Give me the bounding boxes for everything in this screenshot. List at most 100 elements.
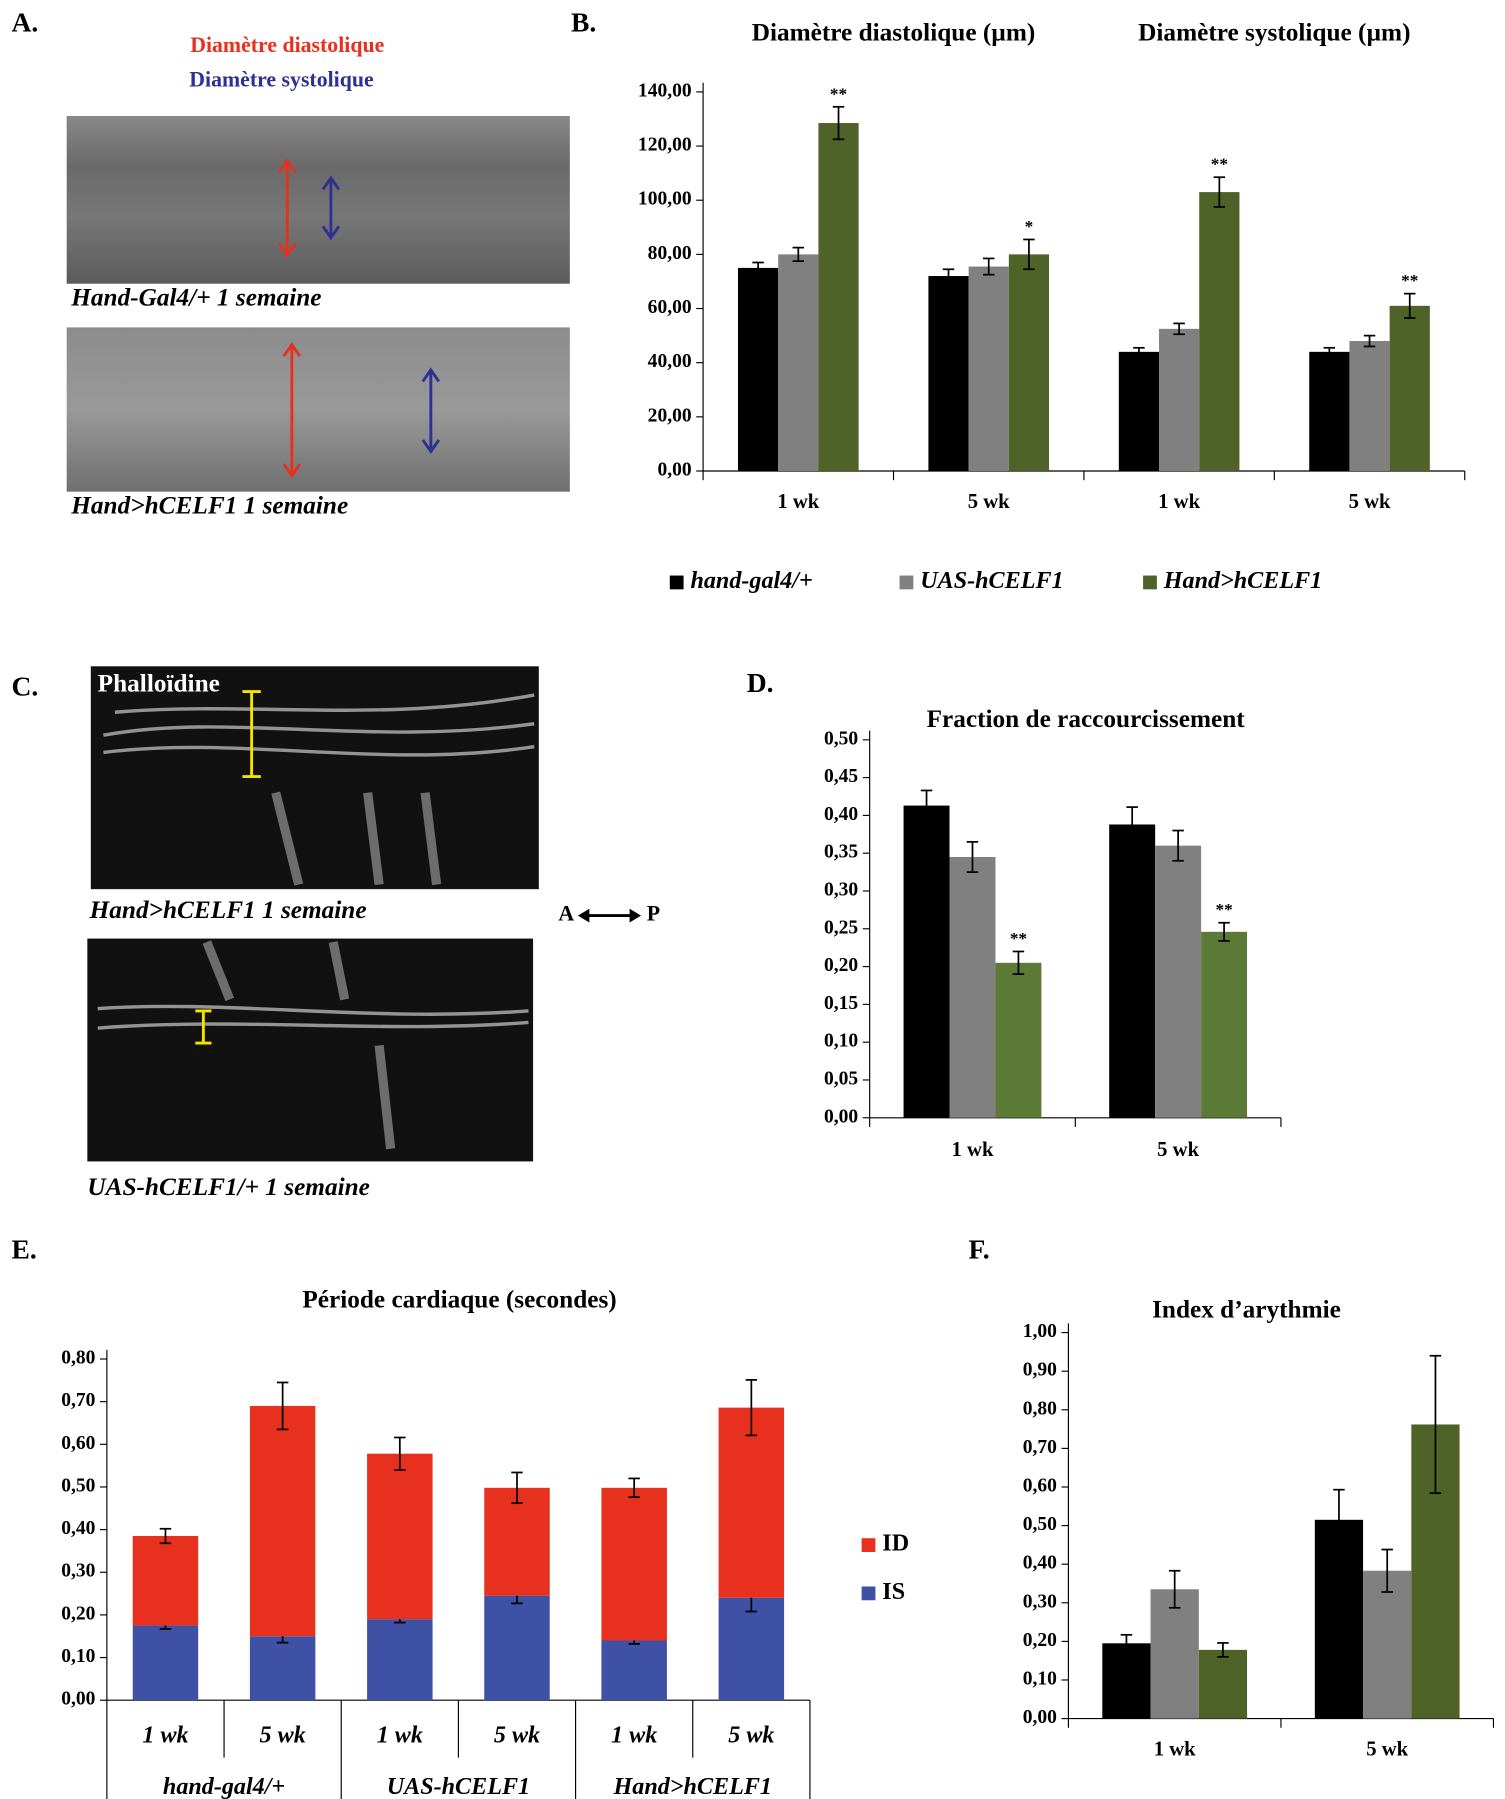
x-tick-label: 1 wk	[1154, 1739, 1196, 1761]
y-tick-label: 0,50	[1023, 1514, 1057, 1535]
y-tick-label: 0,45	[824, 766, 858, 787]
bar	[1155, 845, 1202, 1118]
y-tick-label: 0,10	[61, 1646, 95, 1667]
bar	[1389, 305, 1430, 472]
y-tick-label: 0,20	[61, 1603, 95, 1624]
panel-label: D.	[747, 667, 774, 698]
axis-label: P	[647, 902, 660, 926]
y-tick-label: 0,25	[824, 917, 858, 938]
legend-label: Diamètre diastolique	[190, 33, 384, 57]
bar	[737, 267, 779, 472]
image-caption: UAS-hCELF1/+ 1 semaine	[87, 1173, 370, 1201]
bar	[995, 962, 1042, 1118]
chart-title: Période cardiaque (secondes)	[302, 1285, 616, 1313]
y-tick-label: 60,00	[648, 297, 692, 318]
bar-segment	[484, 1595, 550, 1701]
bar	[1363, 1570, 1412, 1719]
measure-bar	[195, 690, 261, 1045]
bar-segment	[718, 1407, 785, 1598]
bar-segment	[249, 1636, 316, 1701]
bar-segment	[367, 1453, 433, 1620]
x-tick-label: 1 wk	[142, 1722, 188, 1748]
axis-label: A	[558, 902, 574, 926]
bar	[1159, 328, 1200, 472]
y-tick-label: 0,05	[824, 1068, 858, 1089]
bar	[1118, 351, 1160, 472]
legend-swatch	[899, 575, 914, 590]
legend-label: ID	[882, 1531, 909, 1557]
bar	[949, 856, 996, 1118]
y-tick-label: 0,00	[61, 1689, 95, 1710]
bar	[903, 805, 950, 1118]
bar-segment	[718, 1597, 785, 1701]
y-tick-label: 0,40	[824, 804, 858, 825]
kymograph-image	[66, 116, 570, 284]
y-tick-label: 140,00	[638, 80, 692, 101]
x-tick-label: 5 wk	[1349, 491, 1391, 513]
y-tick-label: 100,00	[638, 189, 692, 210]
legend-swatch	[1143, 575, 1157, 590]
y-tick-label: 0,35	[824, 842, 858, 863]
y-tick-label: 0,00	[824, 1106, 858, 1127]
y-tick-label: 0,70	[1023, 1437, 1057, 1458]
micrograph-image	[87, 938, 534, 1162]
significance-label: **	[1010, 929, 1027, 948]
x-tick-label: 5 wk	[1157, 1139, 1199, 1161]
image-caption: Hand>hCELF1 1 semaine	[70, 492, 348, 520]
x-tick-label: 5 wk	[728, 1722, 774, 1748]
group-label: hand-gal4/+	[163, 1774, 285, 1799]
micrograph-image	[90, 666, 539, 890]
tissue-texture	[97, 693, 535, 1030]
bar-segment	[132, 1625, 199, 1701]
legend-label: UAS-hCELF1	[920, 568, 1063, 594]
chart-title: Fraction de raccourcissement	[927, 705, 1246, 733]
significance-label: *	[1025, 217, 1034, 236]
y-tick-label: 0,50	[61, 1475, 95, 1496]
bar	[968, 266, 1009, 472]
y-tick-label: 0,80	[61, 1347, 95, 1368]
bar	[1102, 1643, 1151, 1719]
bar	[1309, 351, 1350, 472]
bar	[778, 254, 819, 472]
legend-label: hand-gal4/+	[690, 568, 812, 594]
legend-label: Hand>hCELF1	[1163, 568, 1322, 594]
y-tick-label: 0,70	[61, 1390, 95, 1411]
x-tick-label: 1 wk	[611, 1722, 657, 1748]
y-tick-label: 0,00	[657, 459, 691, 480]
y-tick-label: 0,10	[1023, 1668, 1057, 1689]
bar	[1150, 1589, 1199, 1719]
group-label: Hand>hCELF1	[613, 1774, 772, 1799]
legend-swatch	[669, 575, 684, 590]
image-caption: Hand-Gal4/+ 1 semaine	[70, 284, 321, 312]
x-tick-label: 5 wk	[968, 491, 1010, 513]
y-tick-label: 0,60	[1023, 1475, 1057, 1496]
y-tick-label: 0,20	[1023, 1630, 1057, 1651]
image-caption: Hand>hCELF1 1 semaine	[89, 896, 367, 924]
y-tick-label: 0,15	[824, 993, 858, 1014]
bar	[928, 276, 969, 472]
y-tick-label: 80,00	[648, 243, 692, 264]
bar	[1109, 824, 1156, 1118]
y-tick-label: 0,50	[824, 728, 858, 749]
bar-segment	[132, 1536, 199, 1626]
legend-label: IS	[882, 1579, 905, 1605]
y-tick-label: 0,30	[61, 1561, 95, 1582]
x-tick-label: 1 wk	[377, 1722, 423, 1748]
bar	[1008, 254, 1050, 472]
y-tick-label: 0,40	[61, 1518, 95, 1539]
bar	[1349, 341, 1390, 472]
y-tick-label: 0,60	[61, 1433, 95, 1454]
group-label: UAS-hCELF1	[387, 1774, 530, 1799]
x-tick-label: 5 wk	[1366, 1739, 1408, 1761]
group-label: Diamètre diastolique (µm)	[752, 18, 1036, 46]
significance-label: **	[1401, 271, 1418, 290]
chart-title: Index d’arythmie	[1152, 1296, 1341, 1324]
panel-label: C.	[12, 671, 39, 702]
y-tick-label: 0,90	[1023, 1360, 1057, 1381]
y-tick-label: 0,10	[824, 1031, 858, 1052]
legend-label: Diamètre systolique	[189, 68, 374, 92]
x-tick-label: 1 wk	[952, 1139, 994, 1161]
x-tick-label: 5 wk	[260, 1722, 306, 1748]
bar-segment	[484, 1487, 550, 1596]
